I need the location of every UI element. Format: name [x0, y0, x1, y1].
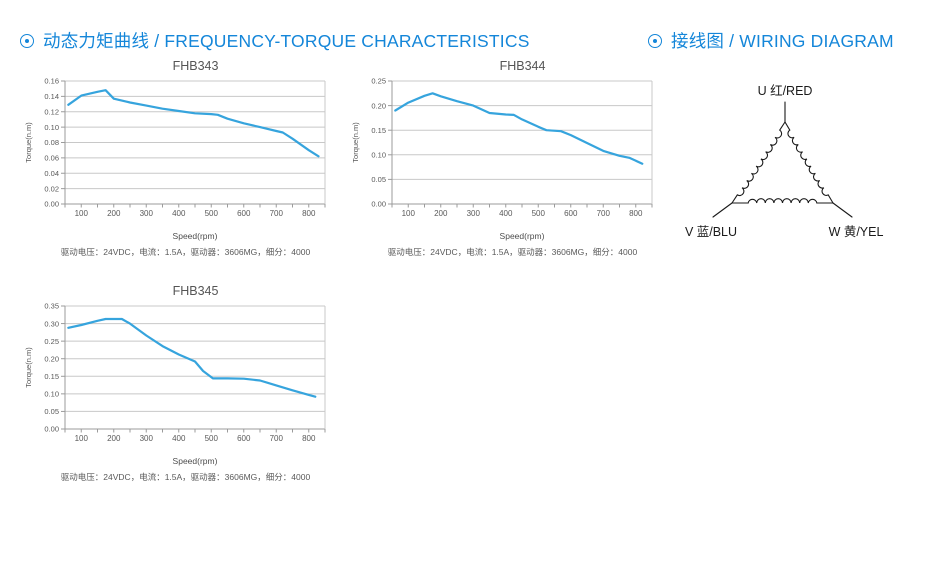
svg-text:400: 400: [172, 434, 186, 443]
svg-text:0.30: 0.30: [44, 319, 59, 328]
svg-text:800: 800: [302, 434, 316, 443]
chart-caption: 驱动电压：24VDC，电流：1.5A，驱动器：3606MG，细分：4000: [60, 472, 311, 482]
section-bullet-icon: [20, 33, 34, 48]
section-header-torque: 动态力矩曲线 / FREQUENCY-TORQUE CHARACTERISTIC…: [20, 28, 530, 53]
chart-plot: 0.00 0.02 0.04 0.06 0.08 0.10 0.12 0.14 0.16 100 2…: [24, 77, 326, 241]
svg-text:800: 800: [629, 209, 643, 218]
svg-text:0.20: 0.20: [44, 354, 59, 363]
svg-text:500: 500: [205, 209, 219, 218]
svg-text:0.05: 0.05: [371, 175, 386, 184]
svg-text:700: 700: [597, 209, 611, 218]
section-bullet-icon: [648, 33, 662, 48]
svg-text:0.08: 0.08: [44, 138, 59, 147]
svg-text:0.05: 0.05: [44, 407, 59, 416]
svg-text:0.14: 0.14: [44, 92, 59, 101]
svg-text:Speed(rpm): Speed(rpm): [173, 456, 218, 466]
svg-text:0.35: 0.35: [44, 302, 59, 311]
svg-text:0.10: 0.10: [371, 151, 386, 160]
svg-text:0.20: 0.20: [371, 101, 386, 110]
chart-fhb344: FHB344 0.00 0.05 0.10 0.15 0.20 0.25 100 200 300…: [345, 59, 660, 261]
svg-text:200: 200: [434, 209, 448, 218]
svg-text:700: 700: [270, 434, 284, 443]
svg-text:0.00: 0.00: [371, 200, 386, 209]
chart-plot: 0.00 0.05 0.10 0.15 0.20 0.25 0.30 0.35 100 200 30…: [24, 302, 326, 466]
chart-caption: 驱动电压：24VDC，电流：1.5A，驱动器：3606MG，细分：4000: [387, 247, 638, 257]
svg-text:200: 200: [107, 209, 121, 218]
chart-title: FHB345: [172, 284, 219, 298]
svg-text:0.00: 0.00: [44, 425, 59, 434]
wiring-diagram: U 红/RED V 蓝/BLU W 黄/YEL: [668, 78, 908, 243]
svg-text:600: 600: [237, 209, 251, 218]
svg-text:300: 300: [140, 209, 154, 218]
svg-text:100: 100: [75, 209, 89, 218]
svg-text:300: 300: [467, 209, 481, 218]
svg-text:800: 800: [302, 209, 316, 218]
svg-text:400: 400: [499, 209, 513, 218]
svg-text:300: 300: [140, 434, 154, 443]
svg-text:Speed(rpm): Speed(rpm): [500, 231, 545, 241]
svg-text:0.25: 0.25: [44, 337, 59, 346]
svg-text:600: 600: [237, 434, 251, 443]
svg-text:Torque(n.m): Torque(n.m): [24, 347, 33, 388]
svg-text:0.12: 0.12: [44, 107, 59, 116]
svg-text:200: 200: [107, 434, 121, 443]
chart-caption: 驱动电压：24VDC，电流：1.5A，驱动器：3606MG，细分：4000: [60, 247, 311, 257]
svg-text:Torque(n.m): Torque(n.m): [351, 122, 360, 163]
section-title-torque: 动态力矩曲线 / FREQUENCY-TORQUE CHARACTERISTIC…: [43, 31, 530, 51]
svg-text:0.00: 0.00: [44, 200, 59, 209]
svg-text:400: 400: [172, 209, 186, 218]
svg-text:0.04: 0.04: [44, 169, 59, 178]
svg-text:0.15: 0.15: [371, 126, 386, 135]
svg-text:0.16: 0.16: [44, 77, 59, 86]
chart-plot: 0.00 0.05 0.10 0.15 0.20 0.25 100 200 300 400 500 6…: [351, 77, 653, 241]
svg-text:0.10: 0.10: [44, 390, 59, 399]
svg-text:100: 100: [75, 434, 89, 443]
svg-text:0.25: 0.25: [371, 77, 386, 86]
svg-text:0.15: 0.15: [44, 372, 59, 381]
chart-fhb345: FHB345 0.00 0.05 0.10 0.15 0.20 0.25 0.30 0.35 1…: [18, 284, 333, 486]
svg-text:Speed(rpm): Speed(rpm): [173, 231, 218, 241]
wiring-label-u: U 红/RED: [757, 84, 813, 98]
delta-winding-svg: [712, 101, 853, 218]
chart-title: FHB344: [499, 59, 546, 73]
svg-text:0.06: 0.06: [44, 154, 59, 163]
section-header-wiring: 接线图 / WIRING DIAGRAM: [648, 28, 894, 53]
svg-text:600: 600: [564, 209, 578, 218]
svg-text:0.10: 0.10: [44, 123, 59, 132]
chart-title: FHB343: [172, 59, 219, 73]
svg-text:500: 500: [532, 209, 546, 218]
section-title-wiring: 接线图 / WIRING DIAGRAM: [671, 31, 894, 51]
svg-text:Torque(n.m): Torque(n.m): [24, 122, 33, 163]
svg-text:0.02: 0.02: [44, 184, 59, 193]
svg-text:700: 700: [270, 209, 284, 218]
chart-fhb343: FHB343 0.00 0.02 0.04 0.06 0.08 0.10 0.12 0.14 0…: [18, 59, 333, 261]
wiring-label-w: W 黄/YEL: [828, 225, 884, 239]
wiring-label-v: V 蓝/BLU: [684, 225, 738, 239]
svg-text:500: 500: [205, 434, 219, 443]
svg-text:100: 100: [402, 209, 416, 218]
